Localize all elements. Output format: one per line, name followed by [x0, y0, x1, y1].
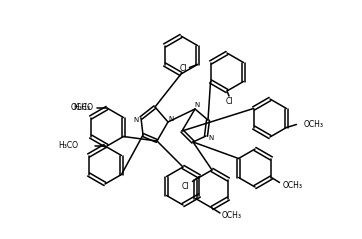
- Text: N: N: [194, 102, 199, 108]
- Text: Cl: Cl: [225, 98, 233, 107]
- Text: OCH₃: OCH₃: [71, 103, 91, 113]
- Text: N: N: [168, 116, 174, 122]
- Text: N: N: [209, 135, 214, 141]
- Text: OCH₃: OCH₃: [303, 120, 324, 129]
- Text: OCH₃: OCH₃: [282, 181, 303, 190]
- Text: Cl: Cl: [182, 182, 189, 191]
- Text: N: N: [133, 117, 139, 123]
- Text: OCH₃: OCH₃: [222, 212, 242, 221]
- Text: H₃CO: H₃CO: [73, 103, 93, 113]
- Text: H₃CO: H₃CO: [58, 141, 78, 151]
- Text: Cl: Cl: [180, 64, 187, 73]
